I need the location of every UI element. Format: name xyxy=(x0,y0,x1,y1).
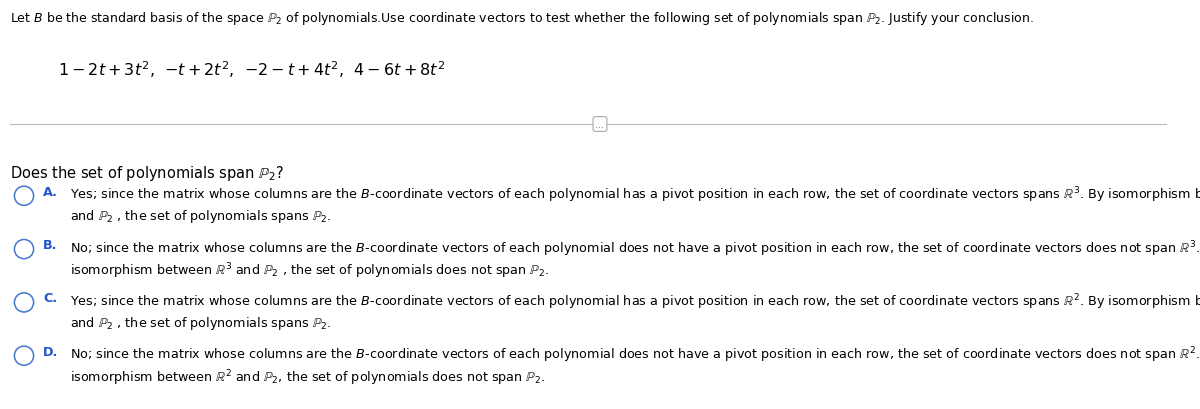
Text: B.: B. xyxy=(43,238,58,252)
Text: $1-2t+3t^2$,  $-t+2t^2$,  $-2-t+4t^2$,  $4-6t+8t^2$: $1-2t+3t^2$, $-t+2t^2$, $-2-t+4t^2$, $4-… xyxy=(58,59,445,80)
Text: Let $B$ be the standard basis of the space $\mathbb{P}_2$ of polynomials.Use coo: Let $B$ be the standard basis of the spa… xyxy=(10,10,1033,27)
Text: No; since the matrix whose columns are the $B$-coordinate vectors of each polyno: No; since the matrix whose columns are t… xyxy=(70,345,1200,364)
Text: Does the set of polynomials span $\mathbb{P}_2$?: Does the set of polynomials span $\mathb… xyxy=(10,164,283,182)
Text: isomorphism between $\mathbb{R}^3$ and $\mathbb{P}_2$ , the set of polynomials d: isomorphism between $\mathbb{R}^3$ and $… xyxy=(70,261,550,281)
Text: C.: C. xyxy=(43,292,58,305)
Text: isomorphism between $\mathbb{R}^2$ and $\mathbb{P}_2$, the set of polynomials do: isomorphism between $\mathbb{R}^2$ and $… xyxy=(70,367,545,387)
Text: Yes; since the matrix whose columns are the $B$-coordinate vectors of each polyn: Yes; since the matrix whose columns are … xyxy=(70,292,1200,311)
Text: and $\mathbb{P}_2$ , the set of polynomials spans $\mathbb{P}_2$.: and $\mathbb{P}_2$ , the set of polynomi… xyxy=(70,314,331,331)
Text: ...: ... xyxy=(595,120,605,130)
Text: and $\mathbb{P}_2$ , the set of polynomials spans $\mathbb{P}_2$.: and $\mathbb{P}_2$ , the set of polynomi… xyxy=(70,208,331,225)
Text: D.: D. xyxy=(43,345,59,358)
Text: A.: A. xyxy=(43,185,58,198)
Text: No; since the matrix whose columns are the $B$-coordinate vectors of each polyno: No; since the matrix whose columns are t… xyxy=(70,238,1200,258)
Text: Yes; since the matrix whose columns are the $B$-coordinate vectors of each polyn: Yes; since the matrix whose columns are … xyxy=(70,185,1200,205)
